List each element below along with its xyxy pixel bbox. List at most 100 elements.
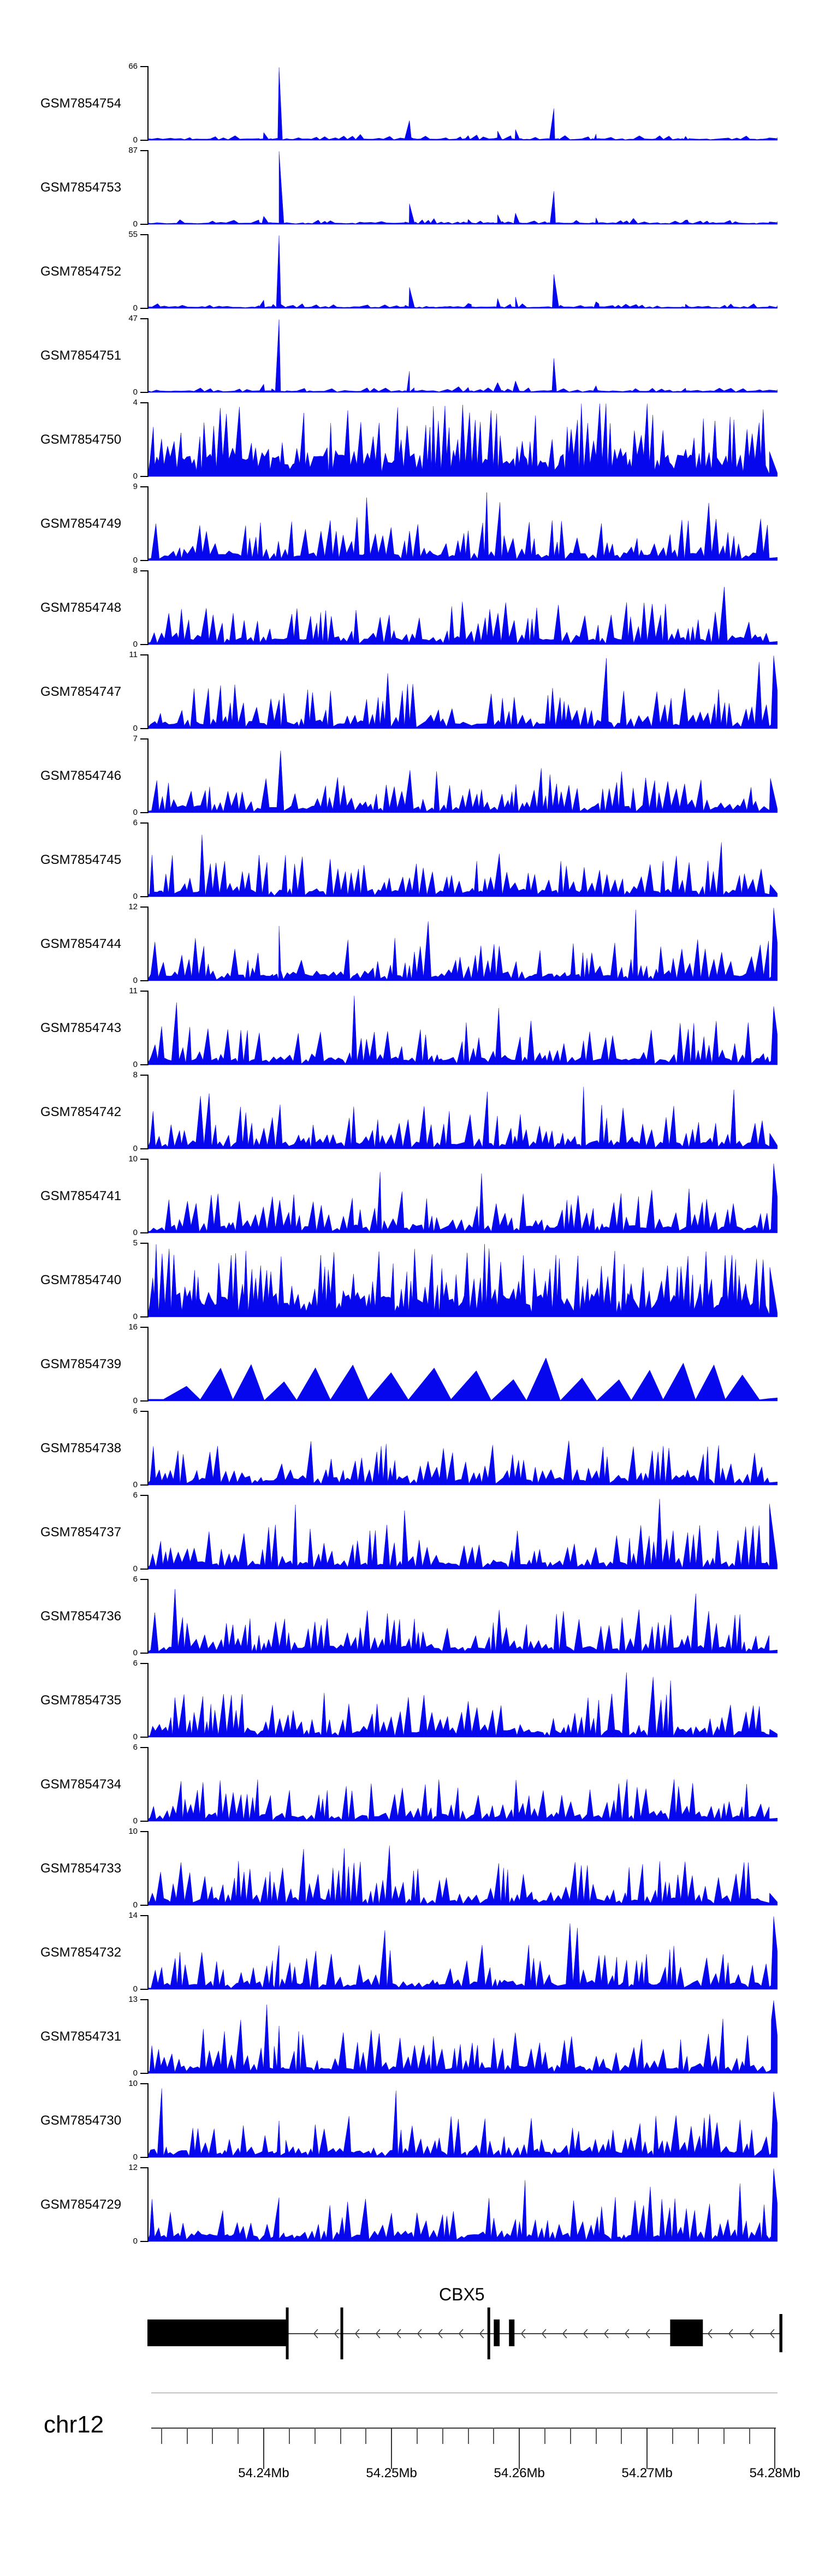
strand-arrow-left-icon xyxy=(769,2329,775,2339)
track-y-axis xyxy=(147,822,149,897)
axis-minor-tick xyxy=(212,2428,213,2444)
y-axis-min-value: 0 xyxy=(133,1312,138,1321)
y-axis-zero-tick xyxy=(140,1064,147,1065)
y-axis-min-value: 0 xyxy=(133,1228,138,1237)
y-axis-top-tick xyxy=(140,1579,147,1580)
y-axis-min-value: 0 xyxy=(133,472,138,481)
y-axis-zero-tick xyxy=(140,812,147,813)
gene-exon-end xyxy=(779,2314,782,2352)
y-axis-max-value: 4 xyxy=(133,398,138,407)
y-axis-max-value: 11 xyxy=(129,650,138,659)
axis-minor-tick xyxy=(442,2428,443,2444)
coverage-area-plot xyxy=(148,1087,778,1149)
track-y-axis xyxy=(147,991,149,1065)
gene-exon-box xyxy=(509,2319,515,2346)
y-axis-zero-tick xyxy=(140,1232,147,1233)
y-axis-min-value: 0 xyxy=(133,892,138,901)
strand-arrow-left-icon xyxy=(458,2329,464,2339)
coverage-area-plot xyxy=(148,1244,778,1317)
y-axis-top-tick xyxy=(140,738,147,740)
y-axis-top-tick xyxy=(140,1243,147,1244)
y-axis-top-tick xyxy=(140,66,147,67)
axis-minor-tick xyxy=(621,2428,622,2444)
track-y-axis xyxy=(147,738,149,813)
gene-name-label: CBX5 xyxy=(439,2285,485,2304)
track-sample-label: GSM7854743 xyxy=(40,1020,122,1035)
track-sample-label: GSM7854730 xyxy=(40,2113,122,2128)
y-axis-min-value: 0 xyxy=(133,1900,138,1910)
coverage-area-plot xyxy=(148,587,778,645)
axis-minor-tick xyxy=(595,2428,597,2444)
chromosome-label: chr12 xyxy=(44,2411,104,2438)
y-axis-top-tick xyxy=(140,1075,147,1076)
coverage-area-plot xyxy=(148,1589,778,1654)
y-axis-top-tick xyxy=(140,1327,147,1328)
axis-tick-label: 54.25Mb xyxy=(366,2466,417,2480)
track-y-axis xyxy=(147,486,149,561)
y-axis-max-value: 55 xyxy=(128,230,138,239)
coverage-area-plot xyxy=(148,1916,778,1990)
strand-arrow-left-icon xyxy=(707,2329,713,2339)
y-axis-max-value: 47 xyxy=(128,314,138,323)
coverage-area-plot xyxy=(148,908,778,981)
genome-axis-line xyxy=(151,2428,776,2429)
track-y-axis xyxy=(147,402,149,477)
track-y-axis xyxy=(147,1831,149,1906)
y-axis-top-tick xyxy=(140,2167,147,2168)
y-axis-min-value: 0 xyxy=(133,2068,138,2078)
axis-minor-tick xyxy=(416,2428,418,2444)
coverage-area-plot xyxy=(148,655,778,729)
track-y-axis xyxy=(147,570,149,645)
y-axis-min-value: 0 xyxy=(133,1564,138,1573)
strand-arrow-left-icon xyxy=(437,2329,443,2339)
gene-exon-tall xyxy=(340,2307,343,2359)
y-axis-top-tick xyxy=(140,822,147,824)
coverage-area-plot xyxy=(148,1499,778,1570)
gene-exon-box xyxy=(670,2319,703,2346)
y-axis-min-value: 0 xyxy=(133,808,138,817)
y-axis-top-tick xyxy=(140,1159,147,1160)
strand-arrow-left-icon xyxy=(334,2329,339,2339)
y-axis-zero-tick xyxy=(140,1148,147,1149)
y-axis-min-value: 0 xyxy=(133,219,138,229)
track-y-axis xyxy=(147,318,149,393)
track-sample-label: GSM7854753 xyxy=(40,180,122,195)
axis-major-tick xyxy=(519,2428,520,2469)
track-sample-label: GSM7854731 xyxy=(40,2029,122,2044)
y-axis-min-value: 0 xyxy=(133,556,138,565)
axis-minor-tick xyxy=(238,2428,239,2444)
track-sample-label: GSM7854734 xyxy=(40,1776,122,1792)
y-axis-max-value: 66 xyxy=(128,62,138,71)
y-axis-top-tick xyxy=(140,1747,147,1748)
axis-minor-tick xyxy=(288,2428,290,2444)
strand-arrow-left-icon xyxy=(396,2329,401,2339)
track-sample-label: GSM7854733 xyxy=(40,1861,122,1876)
coverage-area-plot xyxy=(148,834,778,897)
y-axis-max-value: 12 xyxy=(128,2163,138,2172)
y-axis-top-tick xyxy=(140,570,147,571)
y-axis-min-value: 0 xyxy=(133,1816,138,1826)
y-axis-max-value: 6 xyxy=(133,1490,138,1500)
axis-minor-tick xyxy=(544,2428,545,2444)
y-axis-max-value: 13 xyxy=(128,1995,138,2004)
coverage-area-plot xyxy=(148,1164,778,1233)
track-sample-label: GSM7854748 xyxy=(40,600,122,615)
axis-major-tick xyxy=(774,2428,776,2469)
y-axis-top-tick xyxy=(140,234,147,235)
y-axis-max-value: 87 xyxy=(128,146,138,155)
y-axis-zero-tick xyxy=(140,392,147,393)
axis-major-tick xyxy=(391,2428,393,2469)
axis-minor-tick xyxy=(365,2428,367,2444)
strand-arrow-left-icon xyxy=(749,2329,754,2339)
y-axis-max-value: 10 xyxy=(128,1154,138,1164)
track-sample-label: GSM7854735 xyxy=(40,1692,122,1708)
track-sample-label: GSM7854738 xyxy=(40,1440,122,1456)
y-axis-top-tick xyxy=(140,150,147,151)
coverage-area-plot xyxy=(148,995,778,1065)
y-axis-zero-tick xyxy=(140,728,147,729)
track-sample-label: GSM7854749 xyxy=(40,516,122,531)
y-axis-max-value: 10 xyxy=(128,1827,138,1836)
axis-minor-tick xyxy=(467,2428,469,2444)
y-axis-max-value: 9 xyxy=(133,482,138,491)
y-axis-top-tick xyxy=(140,402,147,403)
